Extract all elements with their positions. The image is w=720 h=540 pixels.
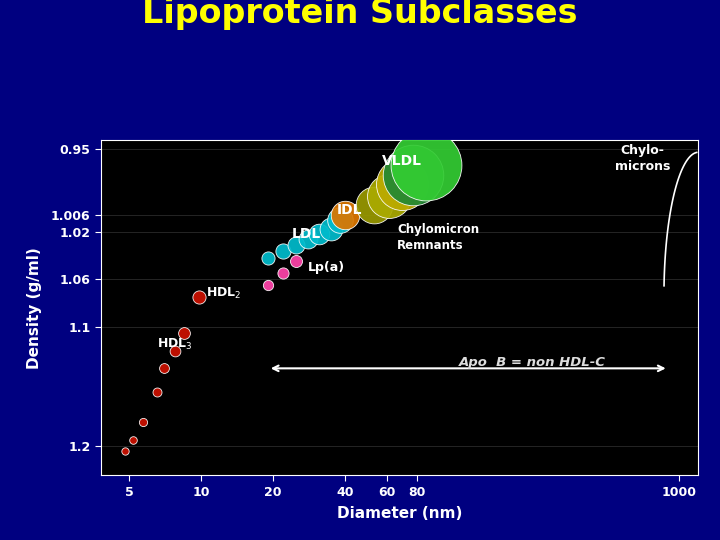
Point <box>262 254 274 262</box>
Point <box>383 192 395 200</box>
Point <box>291 257 302 266</box>
Text: Lp(a): Lp(a) <box>308 261 346 274</box>
Point <box>313 230 325 239</box>
Point <box>150 388 162 396</box>
Point <box>369 200 380 209</box>
Point <box>137 417 148 426</box>
Text: Apo  B = non HDL-C: Apo B = non HDL-C <box>459 356 606 369</box>
Point <box>194 293 205 301</box>
Text: LDL: LDL <box>292 227 321 241</box>
Point <box>127 435 139 444</box>
Text: Chylo-
microns: Chylo- microns <box>615 144 670 173</box>
Y-axis label: Density (g/ml): Density (g/ml) <box>27 247 42 369</box>
Point <box>170 346 181 355</box>
Point <box>408 171 419 179</box>
Point <box>291 240 302 249</box>
Text: VLDL: VLDL <box>382 153 422 167</box>
Point <box>179 328 190 337</box>
Point <box>339 211 351 220</box>
Text: Lipoprotein Subclasses: Lipoprotein Subclasses <box>143 0 577 30</box>
Point <box>420 161 432 170</box>
Text: HDL$_3$: HDL$_3$ <box>156 337 192 352</box>
X-axis label: Diameter (nm): Diameter (nm) <box>337 505 462 521</box>
Point <box>158 364 170 373</box>
Point <box>262 281 274 289</box>
Text: IDL: IDL <box>337 204 363 218</box>
Point <box>277 246 289 255</box>
Point <box>325 225 337 234</box>
Point <box>120 447 131 456</box>
Point <box>334 215 346 224</box>
Point <box>396 180 408 188</box>
Text: Chylomicron
Remnants: Chylomicron Remnants <box>397 223 480 252</box>
Point <box>302 234 314 243</box>
Text: HDL$_2$: HDL$_2$ <box>207 286 242 301</box>
Point <box>277 269 289 278</box>
